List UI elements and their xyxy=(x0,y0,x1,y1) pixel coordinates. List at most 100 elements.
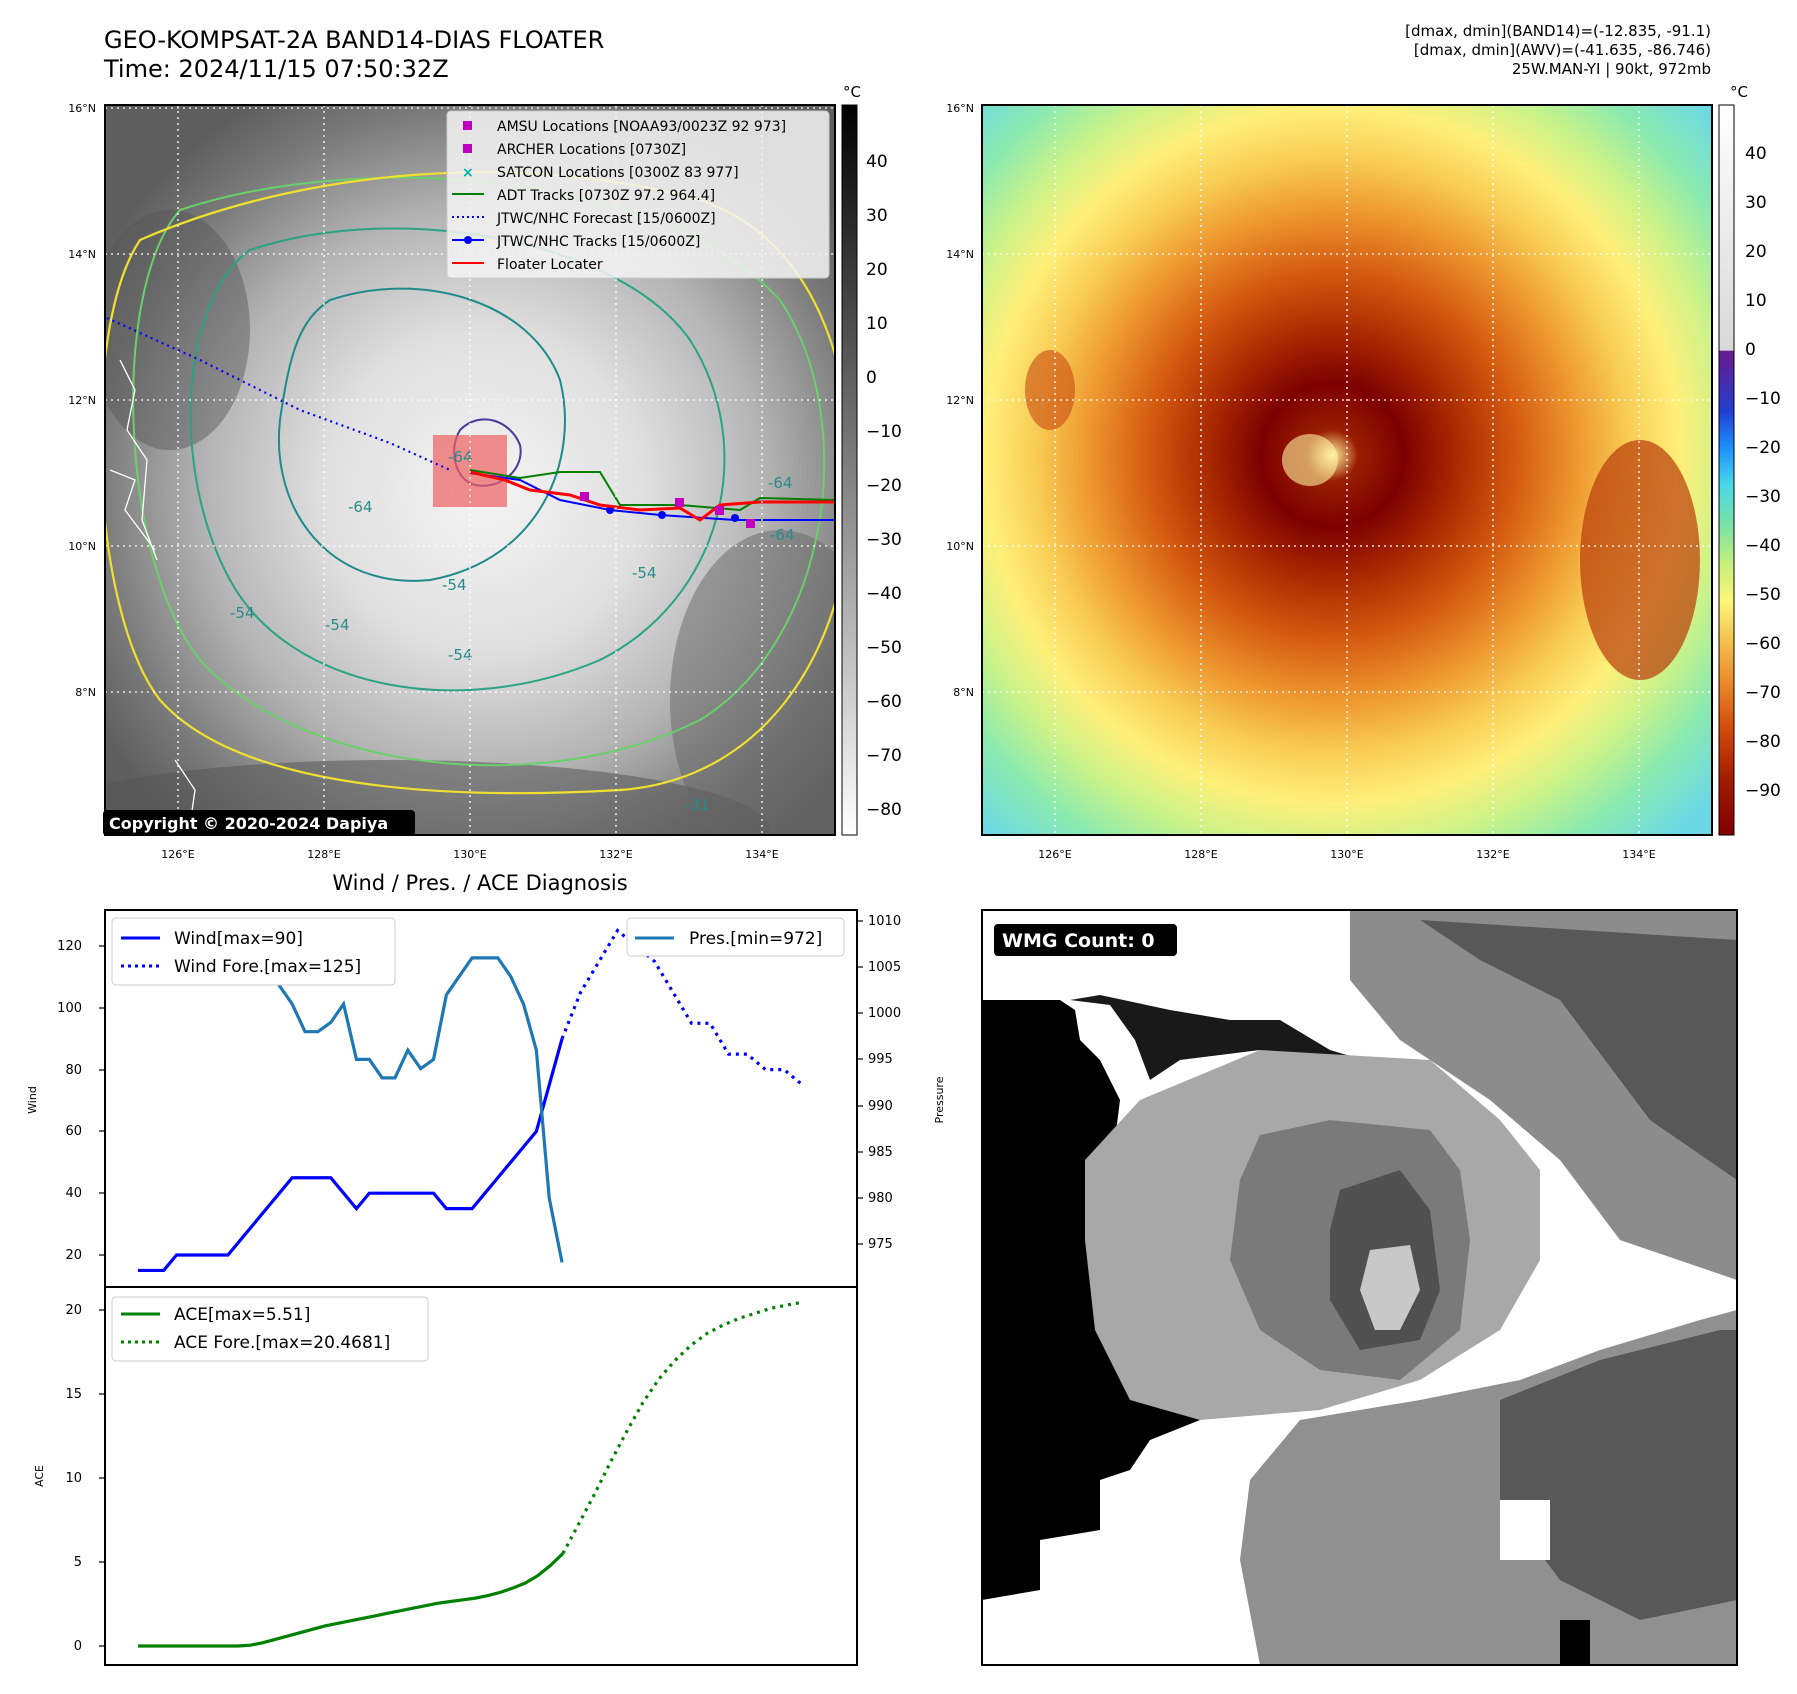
legend-item: Floater Locater xyxy=(497,257,603,273)
colorbar-tick: −50 xyxy=(1745,585,1781,605)
contour-label: -64 xyxy=(348,498,373,516)
info-block: [dmax, dmin](BAND14)=(-12.835, -91.1) [d… xyxy=(1405,22,1711,79)
colorbar-tick: 0 xyxy=(866,368,877,388)
y2-tick: 1010 xyxy=(868,914,901,929)
lat-label: 16°N xyxy=(68,102,96,115)
colorbar-tick: −80 xyxy=(1745,732,1781,752)
legend-item: Wind Fore.[max=125] xyxy=(174,957,361,977)
colorbar-tick: 20 xyxy=(866,260,888,280)
y-tick: 40 xyxy=(65,1186,82,1201)
color-satellite-map: 16°N 14°N 12°N 10°N 8°N 126°E 128°E 130°… xyxy=(946,102,1713,861)
colorbar-tick: 30 xyxy=(1745,193,1767,213)
lat-label: 10°N xyxy=(68,540,96,553)
contour-label: -54 xyxy=(632,564,657,582)
y-tick: 20 xyxy=(65,1303,82,1318)
contour-label: -64 xyxy=(448,448,473,466)
bw-colorbar: °C 40 30 20 10 0 −10 −20 −30 −40 −50 −60… xyxy=(841,83,902,836)
colorbar-tick: −20 xyxy=(1745,438,1781,458)
contour-label: -54 xyxy=(325,616,350,634)
amsu-marker xyxy=(463,121,472,130)
lon-label: 134°E xyxy=(745,848,778,861)
colorbar-tick: 40 xyxy=(866,152,888,172)
archer-points xyxy=(580,492,755,528)
copyright-badge xyxy=(103,810,415,836)
y-axis-label: Wind xyxy=(26,1086,39,1114)
legend-item: ADT Tracks [0730Z 97.2 964.4] xyxy=(497,188,715,204)
y2-tick: 980 xyxy=(868,1191,893,1206)
map-gridlines xyxy=(982,105,1712,835)
timestamp: Time: 2024/11/15 07:50:32Z xyxy=(104,55,449,83)
contour-label: -54 xyxy=(442,576,467,594)
contour-label: -54 xyxy=(230,604,255,622)
lat-label: 14°N xyxy=(946,248,974,261)
y-tick: 15 xyxy=(65,1387,82,1402)
color-colorbar: °C 40 30 20 10 0 −10 −20 −30 −40 −50 −60… xyxy=(1718,83,1781,836)
lon-label: 126°E xyxy=(161,848,194,861)
colorbar-tick: 10 xyxy=(866,314,888,334)
contour-label: -64 xyxy=(770,526,795,544)
diagnosis-charts: Wind / Pres. / ACE Diagnosis 20 40 60 80… xyxy=(26,871,946,1666)
wind-forecast-line xyxy=(560,928,804,1087)
colorbar-tick: −30 xyxy=(866,530,902,550)
ace-series-layer xyxy=(138,1300,804,1648)
ace-legend: ACE[max=5.51] ACE Fore.[max=20.4681] xyxy=(111,1296,429,1362)
jtwc-forecast-track xyxy=(106,316,451,472)
page-title: GEO-KOMPSAT-2A BAND14-DIAS FLOATER xyxy=(104,26,605,54)
legend-item: AMSU Locations [NOAA93/0023Z 92 973] xyxy=(497,119,786,135)
contour-inner xyxy=(277,287,566,582)
lat-label: 14°N xyxy=(68,248,96,261)
y2-tick: 995 xyxy=(868,1052,893,1067)
satcon-marker: × xyxy=(462,165,474,181)
map-legend: AMSU Locations [NOAA93/0023Z 92 973] ARC… xyxy=(446,110,830,279)
lat-label: 12°N xyxy=(946,394,974,407)
chart-title: Wind / Pres. / ACE Diagnosis xyxy=(332,871,627,895)
y-tick: 5 xyxy=(74,1555,82,1570)
colorbar-tick: −70 xyxy=(866,746,902,766)
lat-label: 16°N xyxy=(946,102,974,115)
y2-tick: 990 xyxy=(868,1099,893,1114)
wmg-panel: WMG Count: 0 xyxy=(981,909,1738,1666)
floater-track xyxy=(469,470,835,522)
colorbar-tick: 10 xyxy=(1745,291,1767,311)
colorbar-tick: −60 xyxy=(1745,634,1781,654)
contour-label: -54 xyxy=(448,646,473,664)
colorbar-tick: −70 xyxy=(1745,683,1781,703)
wmg-eye xyxy=(1360,1245,1420,1330)
lat-label: 12°N xyxy=(68,394,96,407)
archer-marker xyxy=(463,144,472,153)
legend-item: JTWC/NHC Tracks [15/0600Z] xyxy=(496,234,700,250)
colorbar-tick: −40 xyxy=(866,584,902,604)
y2-axis-label: Pressure xyxy=(933,1076,946,1123)
legend-item: Wind[max=90] xyxy=(174,929,303,949)
ace-axis-label: ACE xyxy=(33,1465,46,1487)
legend-item: ARCHER Locations [0730Z] xyxy=(497,142,686,158)
colorbar-tick: −10 xyxy=(866,422,902,442)
colorbar-tick: −40 xyxy=(1745,536,1781,556)
legend-item: JTWC/NHC Forecast [15/0600Z] xyxy=(496,211,716,227)
y-tick: 20 xyxy=(65,1248,82,1263)
bw-satellite-map: -64 -64 -54 -54 -54 -54 -54 -64 -64 -31 xyxy=(68,102,836,861)
lon-label: 132°E xyxy=(1476,848,1509,861)
colorbar-tick: −60 xyxy=(866,692,902,712)
y-tick: 80 xyxy=(65,1063,82,1078)
lat-label: 10°N xyxy=(946,540,974,553)
legend-item: SATCON Locations [0300Z 83 977] xyxy=(497,165,739,181)
lat-label: 8°N xyxy=(75,686,96,699)
colorbar-tick: 0 xyxy=(1745,340,1756,360)
ace-forecast-line xyxy=(561,1300,804,1555)
lon-label: 130°E xyxy=(453,848,486,861)
legend-item: Pres.[min=972] xyxy=(689,929,822,949)
legend-item: ACE[max=5.51] xyxy=(174,1305,310,1325)
y-tick: 10 xyxy=(65,1471,82,1486)
contour-label: -64 xyxy=(768,474,793,492)
wmg-count-badge xyxy=(994,924,1177,956)
lon-label: 128°E xyxy=(307,848,340,861)
colorbar-tick: 20 xyxy=(1745,242,1767,262)
contour-label: -31 xyxy=(685,796,710,814)
copyright-text: Copyright © 2020-2024 Dapiya xyxy=(109,814,388,833)
lon-label: 128°E xyxy=(1184,848,1217,861)
storm-id: 25W.MAN-YI | 90kt, 972mb xyxy=(1511,60,1711,78)
lon-label: 126°E xyxy=(1038,848,1071,861)
y2-tick: 985 xyxy=(868,1145,893,1160)
colorbar-unit: °C xyxy=(1730,83,1748,101)
